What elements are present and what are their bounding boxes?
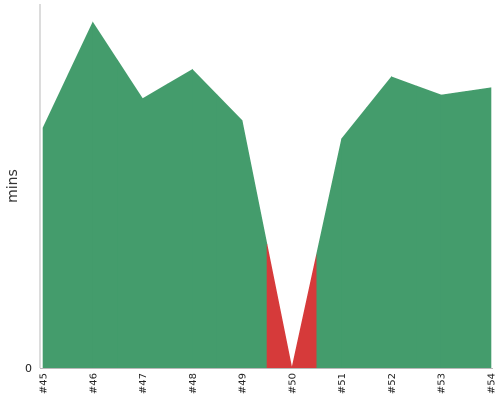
area-segment-build-48	[167, 68, 193, 369]
area-segment-build-53	[416, 85, 442, 369]
x-tick-label: #54	[487, 373, 498, 394]
area-segment-build-51	[316, 138, 342, 369]
x-tick-label: #48	[188, 373, 199, 394]
area-segment-build-46	[67, 22, 94, 369]
area-segment-build-52	[391, 76, 417, 369]
area-segment-build-49	[216, 94, 243, 369]
x-tick-label: #47	[138, 373, 149, 394]
x-tick-label: #46	[88, 373, 99, 394]
area-segment-build-45	[42, 74, 69, 369]
x-tick-label: #50	[287, 373, 298, 394]
area-segment-build-46	[92, 21, 118, 369]
x-tick-labels: #45 #46 #47 #48 #49 #50 #51 #52 #53 #54	[39, 373, 498, 394]
area-segment-build-50	[266, 244, 293, 369]
x-tick-label: #49	[238, 373, 249, 394]
x-tick-label: #51	[337, 373, 348, 394]
area-segment-build-49	[241, 120, 268, 369]
y-tick-label: 0	[25, 362, 32, 375]
area-segment-build-48	[192, 68, 218, 369]
area-segment-build-52	[366, 75, 392, 369]
area-segment-build-50	[291, 253, 318, 369]
area-segment-build-53	[440, 91, 467, 369]
area-series	[42, 21, 492, 369]
x-tick-label: #45	[39, 373, 50, 394]
area-segment-build-51	[341, 106, 367, 369]
area-segment-build-47	[142, 83, 168, 369]
x-tick-label: #52	[387, 373, 398, 394]
y-axis-label: mins	[5, 169, 21, 203]
area-segment-build-54	[465, 87, 492, 369]
area-segment-build-47	[117, 59, 143, 369]
x-tick-label: #53	[437, 373, 448, 394]
